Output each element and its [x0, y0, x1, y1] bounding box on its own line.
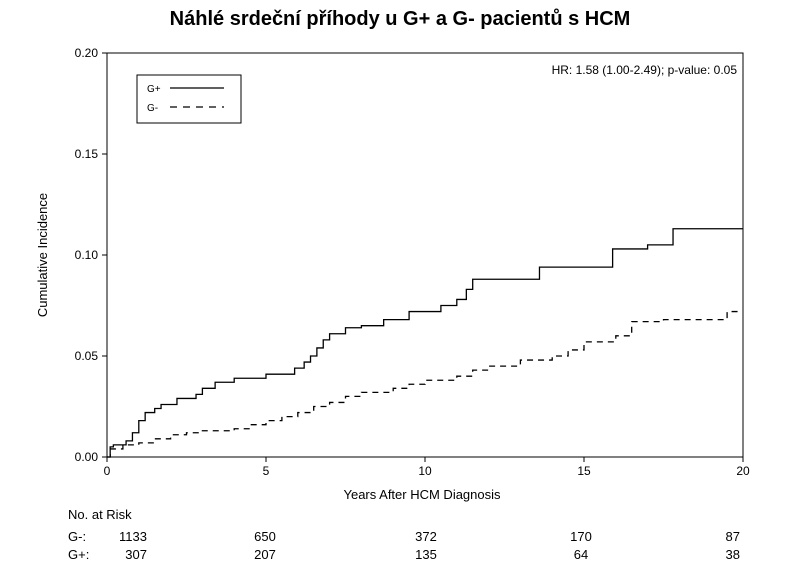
risk-value: 307: [125, 547, 147, 562]
y-tick-label: 0.20: [75, 46, 99, 60]
legend-label-g-minus: G-: [147, 103, 158, 114]
x-axis: 0 5 10 15 20: [104, 457, 750, 478]
x-axis-label: Years After HCM Diagnosis: [343, 487, 501, 502]
risk-row-label: G+:: [68, 547, 89, 562]
risk-row-label: G-:: [68, 529, 86, 544]
chart-title: Náhlé srdeční příhody u G+ a G- pacientů…: [169, 8, 631, 30]
x-tick-label: 10: [418, 464, 432, 478]
risk-value: 135: [415, 547, 437, 562]
series-line-g-minus: [107, 310, 743, 458]
legend: G+ G-: [136, 74, 242, 124]
risk-value: 38: [726, 547, 740, 562]
y-axis: 0.00 0.05 0.10 0.15 0.20: [75, 46, 107, 464]
y-tick-label: 0.00: [75, 450, 99, 464]
y-tick-label: 0.05: [75, 349, 99, 363]
x-tick-label: 20: [736, 464, 750, 478]
x-tick-label: 15: [577, 464, 591, 478]
series-line-g-plus: [107, 228, 743, 458]
y-axis-label: Cumulative Incidence: [35, 193, 50, 317]
risk-value: 207: [254, 547, 276, 562]
risk-value: 87: [726, 529, 740, 544]
y-tick-label: 0.10: [75, 248, 99, 262]
hazard-ratio-annotation: HR: 1.58 (1.00-2.49); p-value: 0.05: [552, 63, 738, 77]
risk-value: 372: [415, 529, 437, 544]
risk-value: 64: [574, 547, 588, 562]
risk-value: 1133: [119, 529, 147, 544]
x-tick-label: 5: [263, 464, 270, 478]
risk-table: G-: 1133 650 372 170 87 G+: 307 207 135 64 38: [68, 529, 740, 562]
legend-box: [136, 74, 242, 124]
risk-value: 650: [254, 529, 276, 544]
series-layer: [107, 228, 743, 458]
x-tick-label: 0: [104, 464, 111, 478]
y-tick-label: 0.15: [75, 147, 99, 161]
risk-table-heading: No. at Risk: [68, 507, 132, 522]
legend-label-g-plus: G+: [147, 84, 161, 95]
risk-value: 170: [570, 529, 592, 544]
